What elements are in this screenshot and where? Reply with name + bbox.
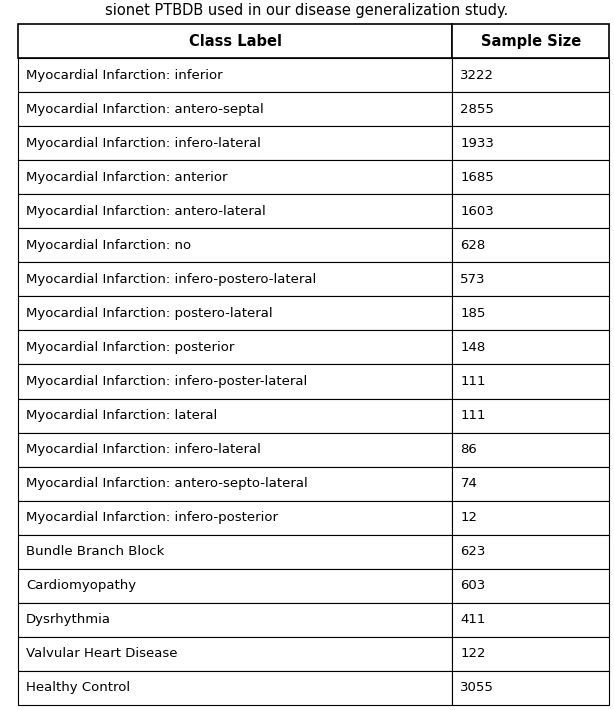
Text: Myocardial Infarction: inferior: Myocardial Infarction: inferior xyxy=(26,69,223,82)
Bar xyxy=(18,466,453,501)
Text: 122: 122 xyxy=(460,648,486,660)
Bar xyxy=(453,466,609,501)
Text: 2855: 2855 xyxy=(460,103,494,116)
Bar xyxy=(453,296,609,330)
Text: 12: 12 xyxy=(460,511,478,524)
Bar xyxy=(18,637,453,671)
Text: Cardiomyopathy: Cardiomyopathy xyxy=(26,579,136,592)
Bar xyxy=(18,398,453,432)
Bar xyxy=(453,603,609,637)
Bar xyxy=(453,398,609,432)
Bar xyxy=(453,195,609,229)
Bar xyxy=(453,92,609,126)
Text: Myocardial Infarction: anterior: Myocardial Infarction: anterior xyxy=(26,170,228,184)
Bar xyxy=(453,637,609,671)
Text: 3055: 3055 xyxy=(460,682,494,694)
Text: Myocardial Infarction: antero-lateral: Myocardial Infarction: antero-lateral xyxy=(26,204,266,218)
Text: Sample Size: Sample Size xyxy=(481,33,581,48)
Text: 603: 603 xyxy=(460,579,486,592)
Text: Class Label: Class Label xyxy=(188,33,282,48)
Bar xyxy=(18,330,453,364)
Text: Myocardial Infarction: antero-septo-lateral: Myocardial Infarction: antero-septo-late… xyxy=(26,477,308,490)
Bar xyxy=(18,58,453,92)
Bar xyxy=(18,569,453,603)
Text: Myocardial Infarction: no: Myocardial Infarction: no xyxy=(26,239,191,252)
Text: Myocardial Infarction: infero-lateral: Myocardial Infarction: infero-lateral xyxy=(26,136,261,150)
Bar xyxy=(18,296,453,330)
Bar xyxy=(453,569,609,603)
Bar xyxy=(18,364,453,398)
Text: 86: 86 xyxy=(460,443,477,456)
Bar xyxy=(18,671,453,705)
Bar xyxy=(453,263,609,296)
Text: 623: 623 xyxy=(460,545,486,558)
Bar xyxy=(453,432,609,466)
Bar xyxy=(18,603,453,637)
Text: 3222: 3222 xyxy=(460,69,494,82)
Text: 148: 148 xyxy=(460,341,486,354)
Text: Dysrhythmia: Dysrhythmia xyxy=(26,613,111,626)
Bar xyxy=(18,229,453,263)
Bar xyxy=(18,160,453,195)
Text: Bundle Branch Block: Bundle Branch Block xyxy=(26,545,165,558)
Text: Myocardial Infarction: infero-posterior: Myocardial Infarction: infero-posterior xyxy=(26,511,278,524)
Bar xyxy=(453,58,609,92)
Text: sionet PTBDB used in our disease generalization study.: sionet PTBDB used in our disease general… xyxy=(106,4,508,18)
Text: Myocardial Infarction: lateral: Myocardial Infarction: lateral xyxy=(26,409,217,422)
Bar xyxy=(453,229,609,263)
Bar xyxy=(453,160,609,195)
Text: 573: 573 xyxy=(460,273,486,286)
Text: 1603: 1603 xyxy=(460,204,494,218)
Text: Myocardial Infarction: postero-lateral: Myocardial Infarction: postero-lateral xyxy=(26,307,273,320)
Bar xyxy=(18,535,453,569)
Text: Healthy Control: Healthy Control xyxy=(26,682,130,694)
Text: 185: 185 xyxy=(460,307,486,320)
Bar xyxy=(453,671,609,705)
Bar xyxy=(18,263,453,296)
Bar xyxy=(453,364,609,398)
Text: Myocardial Infarction: infero-lateral: Myocardial Infarction: infero-lateral xyxy=(26,443,261,456)
Text: 1685: 1685 xyxy=(460,170,494,184)
Bar xyxy=(18,501,453,535)
Bar xyxy=(453,501,609,535)
Bar xyxy=(453,330,609,364)
Bar xyxy=(453,24,609,58)
Text: 111: 111 xyxy=(460,409,486,422)
Bar xyxy=(18,195,453,229)
Text: Myocardial Infarction: antero-septal: Myocardial Infarction: antero-septal xyxy=(26,103,264,116)
Text: Myocardial Infarction: infero-poster-lateral: Myocardial Infarction: infero-poster-lat… xyxy=(26,375,307,388)
Bar xyxy=(18,24,453,58)
Text: 1933: 1933 xyxy=(460,136,494,150)
Text: 111: 111 xyxy=(460,375,486,388)
Text: 628: 628 xyxy=(460,239,486,252)
Text: Myocardial Infarction: infero-postero-lateral: Myocardial Infarction: infero-postero-la… xyxy=(26,273,316,286)
Bar xyxy=(453,126,609,160)
Bar xyxy=(18,126,453,160)
Bar xyxy=(453,535,609,569)
Bar xyxy=(18,92,453,126)
Text: 74: 74 xyxy=(460,477,477,490)
Text: Valvular Heart Disease: Valvular Heart Disease xyxy=(26,648,177,660)
Text: Myocardial Infarction: posterior: Myocardial Infarction: posterior xyxy=(26,341,235,354)
Bar xyxy=(18,432,453,466)
Text: 411: 411 xyxy=(460,613,486,626)
